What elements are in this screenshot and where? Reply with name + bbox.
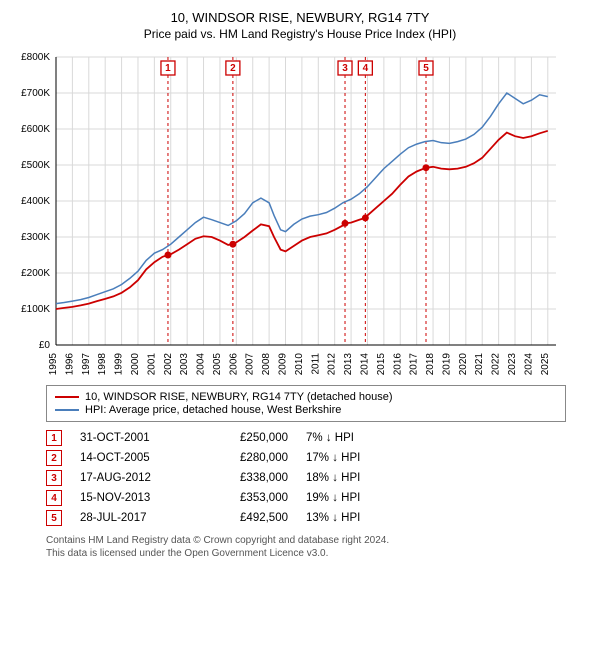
svg-text:4: 4 [363,63,369,74]
svg-text:1995: 1995 [48,353,59,376]
svg-text:2002: 2002 [163,353,174,376]
svg-text:2023: 2023 [507,353,518,376]
footer-line-2: This data is licensed under the Open Gov… [46,547,566,560]
transaction-date: 15-NOV-2013 [80,492,180,504]
svg-text:£100K: £100K [21,304,50,315]
footer-line-1: Contains HM Land Registry data © Crown c… [46,534,566,547]
svg-text:2014: 2014 [359,353,370,376]
svg-text:2001: 2001 [146,353,157,376]
svg-text:1997: 1997 [81,353,92,376]
transaction-price: £492,500 [198,512,288,524]
svg-text:2019: 2019 [441,353,452,376]
chart: £0 £100K £200K £300K £400K £500K £600K £700K £80… [8,49,592,379]
svg-text:2017: 2017 [409,353,420,376]
svg-text:2021: 2021 [474,353,485,376]
transaction-row: 2 14-OCT-2005 £280,000 17% ↓ HPI [46,448,566,468]
svg-text:2000: 2000 [130,353,141,376]
legend-label: HPI: Average price, detached house, West… [85,404,341,416]
svg-text:1996: 1996 [64,353,75,376]
transaction-delta: 17% ↓ HPI [306,452,396,464]
transactions-table: 1 31-OCT-2001 £250,000 7% ↓ HPI 2 14-OCT-2005… [46,428,566,528]
svg-text:2: 2 [230,63,236,74]
svg-text:£700K: £700K [21,88,50,99]
svg-text:£200K: £200K [21,268,50,279]
transaction-row: 3 17-AUG-2012 £338,000 18% ↓ HPI [46,468,566,488]
transaction-marker: 5 [46,510,62,526]
transaction-marker: 4 [46,490,62,506]
footer: Contains HM Land Registry data © Crown c… [46,534,566,560]
transaction-price: £250,000 [198,432,288,444]
legend: 10, WINDSOR RISE, NEWBURY, RG14 7TY (det… [46,385,566,422]
legend-swatch [55,396,79,398]
svg-text:2011: 2011 [310,353,321,375]
transaction-date: 14-OCT-2005 [80,452,180,464]
transaction-price: £280,000 [198,452,288,464]
svg-text:2016: 2016 [392,353,403,376]
svg-text:2015: 2015 [376,353,387,376]
transaction-marker: 1 [46,430,62,446]
transaction-date: 28-JUL-2017 [80,512,180,524]
svg-text:1998: 1998 [97,353,108,376]
svg-text:£400K: £400K [21,196,50,207]
svg-text:2012: 2012 [327,353,338,376]
transaction-delta: 7% ↓ HPI [306,432,396,444]
svg-text:2009: 2009 [278,353,289,376]
svg-text:2022: 2022 [491,353,502,376]
transaction-date: 31-OCT-2001 [80,432,180,444]
svg-text:£500K: £500K [21,160,50,171]
svg-text:£600K: £600K [21,124,50,135]
transaction-price: £353,000 [198,492,288,504]
chart-svg: £0 £100K £200K £300K £400K £500K £600K £700K £80… [8,49,568,379]
svg-text:2006: 2006 [228,353,239,376]
svg-text:5: 5 [423,63,429,74]
transaction-marker: 2 [46,450,62,466]
legend-item: HPI: Average price, detached house, West… [55,404,557,416]
svg-text:2003: 2003 [179,353,190,376]
transaction-row: 4 15-NOV-2013 £353,000 19% ↓ HPI [46,488,566,508]
svg-text:2010: 2010 [294,353,305,376]
svg-text:2005: 2005 [212,353,223,376]
svg-text:3: 3 [342,63,348,74]
legend-item: 10, WINDSOR RISE, NEWBURY, RG14 7TY (det… [55,391,557,403]
svg-text:2008: 2008 [261,353,272,376]
svg-text:£0: £0 [39,340,51,351]
svg-text:1999: 1999 [114,353,125,376]
svg-text:2024: 2024 [523,353,534,376]
legend-swatch [55,409,79,411]
svg-text:2020: 2020 [458,353,469,376]
transaction-delta: 13% ↓ HPI [306,512,396,524]
title: 10, WINDSOR RISE, NEWBURY, RG14 7TY [8,10,592,25]
transaction-delta: 19% ↓ HPI [306,492,396,504]
svg-text:2018: 2018 [425,353,436,376]
transaction-marker: 3 [46,470,62,486]
svg-text:2007: 2007 [245,353,256,376]
subtitle: Price paid vs. HM Land Registry's House … [8,27,592,41]
transaction-row: 1 31-OCT-2001 £250,000 7% ↓ HPI [46,428,566,448]
transaction-date: 17-AUG-2012 [80,472,180,484]
svg-text:2004: 2004 [196,353,207,376]
svg-text:1: 1 [165,63,171,74]
svg-text:£300K: £300K [21,232,50,243]
transaction-delta: 18% ↓ HPI [306,472,396,484]
svg-text:2025: 2025 [540,353,551,376]
legend-label: 10, WINDSOR RISE, NEWBURY, RG14 7TY (det… [85,391,393,403]
transaction-price: £338,000 [198,472,288,484]
svg-text:£800K: £800K [21,52,50,63]
transaction-row: 5 28-JUL-2017 £492,500 13% ↓ HPI [46,508,566,528]
svg-text:2013: 2013 [343,353,354,376]
